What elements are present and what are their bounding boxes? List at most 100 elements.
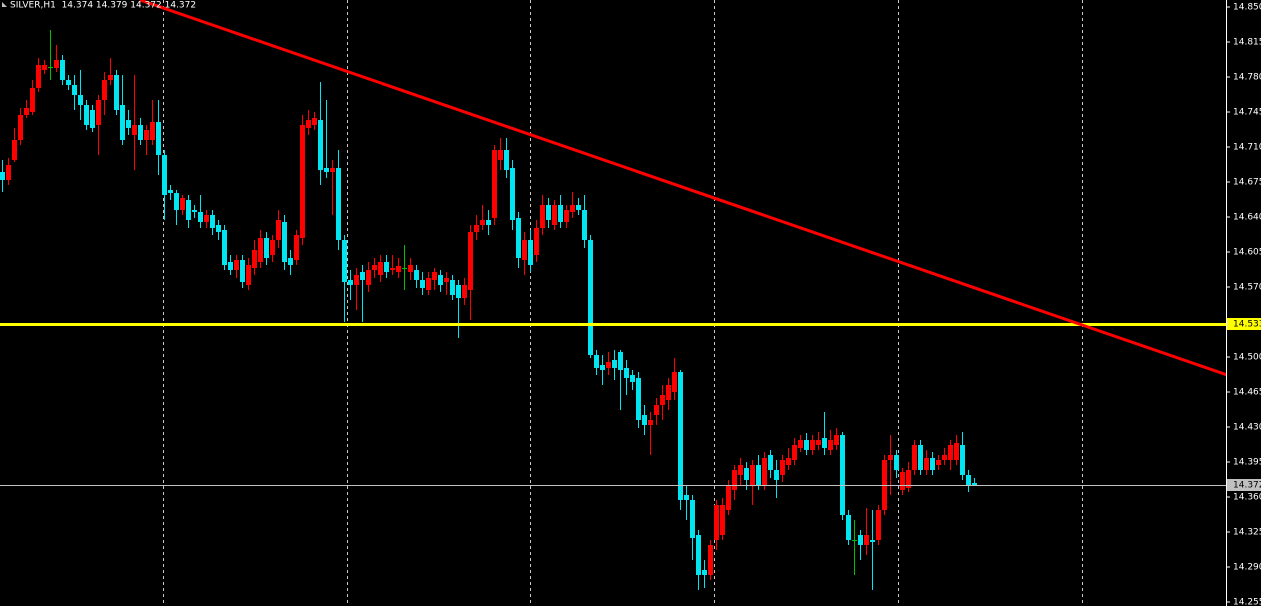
- candle-body: [834, 435, 839, 445]
- y-tick-label: 14.325: [1233, 528, 1261, 538]
- candle-body: [270, 240, 275, 255]
- candle-body: [150, 122, 155, 140]
- candle-body: [378, 262, 383, 275]
- candle-body: [132, 125, 137, 135]
- y-tick-label: 14.850: [1233, 3, 1261, 13]
- candle-body: [480, 220, 485, 225]
- candle-body: [120, 105, 125, 140]
- candle-body: [828, 440, 833, 450]
- candle-body: [390, 268, 395, 270]
- y-tick-label: 14.570: [1233, 283, 1261, 293]
- y-tick-label: 14.430: [1233, 423, 1261, 433]
- candle-body: [588, 240, 593, 355]
- candle-body: [492, 150, 497, 218]
- candle-body: [138, 125, 143, 140]
- candle-body: [144, 130, 149, 140]
- candle-body: [906, 470, 911, 488]
- candle-body: [930, 458, 935, 470]
- candle-body: [888, 455, 893, 460]
- candle-body: [162, 155, 167, 195]
- candle-body: [318, 120, 323, 170]
- y-tick-label: 14.710: [1233, 143, 1261, 153]
- candle-body: [66, 80, 71, 85]
- candle-body: [246, 265, 251, 285]
- candle-body: [474, 225, 479, 232]
- candle-body: [108, 75, 113, 80]
- candle-body: [330, 168, 335, 172]
- candle-body: [966, 475, 971, 485]
- price-axis-panel: [1226, 0, 1261, 606]
- candle-body: [894, 455, 899, 470]
- candle-body: [636, 378, 641, 420]
- candle-body: [738, 465, 743, 475]
- candle-body: [696, 535, 701, 575]
- candle-body: [78, 95, 83, 105]
- candle-body: [720, 505, 725, 535]
- candle-body: [570, 205, 575, 212]
- candle-body: [672, 372, 677, 392]
- candle-body: [408, 265, 413, 272]
- candle-body: [804, 440, 809, 450]
- candle-body: [798, 440, 803, 448]
- candle-body: [816, 440, 821, 445]
- price-level-label: 14.372: [1233, 481, 1261, 491]
- candle-body: [96, 100, 101, 125]
- candle-body: [306, 120, 311, 128]
- candle-body: [774, 470, 779, 480]
- candle-body: [174, 193, 179, 210]
- y-tick-label: 14.395: [1233, 458, 1261, 468]
- price-level-label: 14.533: [1233, 320, 1261, 330]
- candle-body: [846, 515, 851, 540]
- candle-body: [354, 275, 359, 285]
- candle-body: [114, 75, 119, 110]
- candle-body: [54, 60, 59, 68]
- candle-body: [186, 200, 191, 220]
- candle-body: [654, 405, 659, 415]
- candle-body: [684, 495, 689, 500]
- candle-body: [336, 168, 341, 240]
- candle-body: [18, 115, 23, 140]
- candle-body: [222, 230, 227, 265]
- candle-body: [780, 460, 785, 475]
- candle-body: [948, 445, 953, 460]
- candle-body: [600, 365, 605, 370]
- candle-body: [624, 368, 629, 378]
- candle-body: [288, 258, 293, 265]
- candle-body: [864, 535, 869, 545]
- candle-body: [510, 168, 515, 220]
- candle-body: [732, 470, 737, 490]
- candle-body: [258, 238, 263, 262]
- candle-body: [30, 88, 35, 112]
- candle-body: [432, 272, 437, 280]
- candle-body: [618, 352, 623, 370]
- candle-body: [468, 232, 473, 290]
- candle-body: [702, 570, 707, 575]
- candle-body: [504, 150, 509, 170]
- candle-body: [84, 105, 89, 125]
- candle-body: [522, 240, 527, 260]
- candle-body: [72, 85, 77, 95]
- candle-body: [276, 220, 281, 240]
- candle-body: [642, 415, 647, 425]
- candle-body: [936, 460, 941, 465]
- candle-body: [396, 266, 401, 272]
- candle-body: [60, 60, 65, 80]
- trendline: [139, 0, 1261, 389]
- candle-body: [612, 360, 617, 368]
- y-tick-label: 14.255: [1233, 598, 1261, 606]
- candle-body: [444, 278, 449, 282]
- candle-body: [876, 510, 881, 540]
- candle-body: [516, 218, 521, 258]
- candle-body: [768, 455, 773, 470]
- candle-body: [402, 268, 407, 269]
- candle-body: [294, 235, 299, 260]
- candle-body: [756, 465, 761, 485]
- price-axis: 14.850 14.815 14.780 14.745 14.710 14.675 14.6…: [1226, 3, 1261, 606]
- candle-body: [90, 110, 95, 128]
- candle-body: [714, 505, 719, 540]
- candle-body: [666, 385, 671, 400]
- candle-body: [750, 465, 755, 485]
- candle-body: [234, 260, 239, 270]
- candle-body: [366, 270, 371, 285]
